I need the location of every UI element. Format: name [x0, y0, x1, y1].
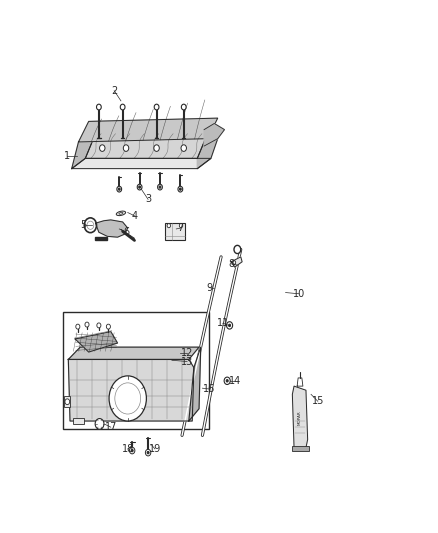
Polygon shape	[95, 237, 107, 240]
Circle shape	[97, 323, 101, 328]
Circle shape	[180, 188, 181, 190]
Text: 8: 8	[228, 259, 234, 269]
Text: 4: 4	[131, 211, 138, 221]
Polygon shape	[297, 378, 303, 386]
Circle shape	[234, 245, 241, 254]
Circle shape	[95, 418, 104, 429]
Circle shape	[109, 376, 146, 421]
Circle shape	[224, 377, 230, 384]
Circle shape	[154, 104, 159, 110]
Polygon shape	[75, 332, 117, 352]
Text: 6: 6	[123, 227, 129, 237]
Polygon shape	[72, 134, 95, 168]
Circle shape	[120, 104, 125, 110]
Bar	[74, 418, 84, 424]
Circle shape	[87, 221, 94, 229]
Circle shape	[96, 104, 101, 110]
Circle shape	[145, 449, 151, 456]
Text: 2: 2	[111, 86, 117, 95]
Text: 3: 3	[145, 195, 151, 204]
Text: 16: 16	[203, 384, 215, 394]
Circle shape	[84, 218, 96, 232]
Polygon shape	[68, 359, 194, 421]
Text: 1: 1	[64, 151, 70, 161]
Circle shape	[137, 184, 142, 190]
Bar	[292, 446, 309, 451]
Text: 9: 9	[206, 282, 212, 293]
Polygon shape	[78, 118, 218, 142]
Polygon shape	[197, 134, 218, 168]
Circle shape	[124, 145, 129, 151]
Polygon shape	[204, 124, 224, 146]
Text: 10: 10	[293, 289, 305, 299]
Circle shape	[76, 324, 80, 329]
Circle shape	[232, 261, 236, 265]
Circle shape	[167, 224, 170, 228]
Circle shape	[65, 399, 70, 405]
Bar	[64, 397, 71, 407]
Bar	[63, 312, 209, 429]
Text: 14: 14	[229, 376, 241, 386]
Text: 19: 19	[149, 444, 161, 454]
Polygon shape	[231, 257, 242, 267]
Text: 17: 17	[105, 422, 117, 432]
Text: 11: 11	[217, 318, 229, 328]
Circle shape	[181, 145, 187, 151]
Circle shape	[85, 322, 89, 327]
Circle shape	[154, 145, 159, 151]
Circle shape	[158, 184, 162, 190]
Text: 7: 7	[177, 223, 184, 233]
Circle shape	[115, 383, 141, 414]
Circle shape	[147, 451, 149, 454]
Polygon shape	[68, 347, 199, 359]
Text: 15: 15	[311, 397, 324, 406]
Circle shape	[229, 324, 230, 327]
Circle shape	[139, 186, 141, 188]
Circle shape	[131, 449, 133, 452]
Text: 12: 12	[181, 348, 193, 358]
Circle shape	[106, 324, 110, 329]
Polygon shape	[293, 386, 307, 448]
Text: 18: 18	[122, 444, 134, 454]
Polygon shape	[189, 347, 201, 421]
Ellipse shape	[119, 213, 123, 214]
Polygon shape	[72, 158, 211, 168]
Circle shape	[226, 322, 233, 329]
Circle shape	[118, 188, 120, 190]
Circle shape	[117, 186, 122, 192]
Circle shape	[178, 186, 183, 192]
Circle shape	[159, 186, 161, 188]
Polygon shape	[85, 134, 208, 158]
Ellipse shape	[116, 211, 126, 216]
Text: 5: 5	[81, 220, 87, 230]
Polygon shape	[95, 220, 128, 237]
Bar	[165, 223, 185, 240]
Circle shape	[181, 104, 186, 110]
Circle shape	[99, 145, 105, 151]
Circle shape	[130, 447, 135, 454]
Circle shape	[226, 379, 228, 382]
Text: 13: 13	[181, 357, 193, 367]
Circle shape	[179, 224, 183, 228]
Text: MOPAR: MOPAR	[298, 410, 302, 425]
